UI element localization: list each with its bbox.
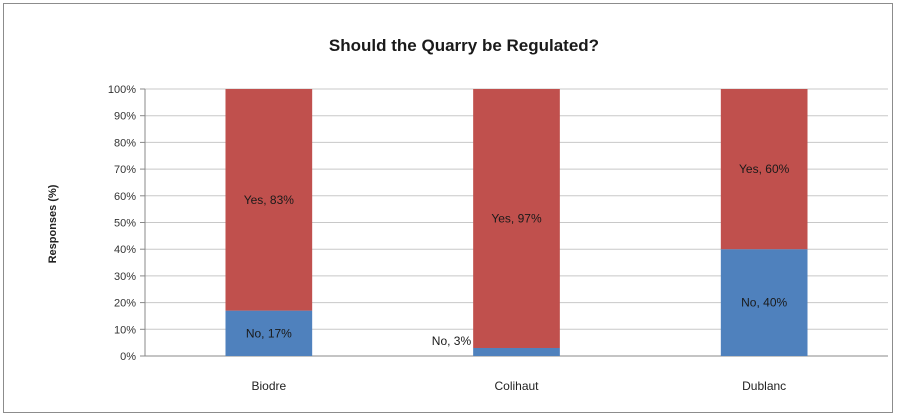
chart-frame: Should the Quarry be Regulated? 0% 10% 20%… <box>3 3 893 413</box>
y-tick-label: 60% <box>114 191 136 203</box>
y-tick-label: 10% <box>114 324 136 336</box>
data-label-yes-colihaut: Yes, 97% <box>491 211 542 225</box>
x-category-label: Biodre <box>251 379 286 393</box>
y-tick-label: 40% <box>114 244 136 256</box>
data-label-yes-dublanc: Yes, 60% <box>739 162 790 176</box>
data-label-no-colihaut: No, 3% <box>432 334 472 348</box>
y-tick-label: 70% <box>114 164 136 176</box>
y-tick-label: 30% <box>114 271 136 283</box>
data-label-no-dublanc: No, 40% <box>741 296 787 310</box>
bar-no-colihaut <box>473 347 560 356</box>
bar-yes-biodre <box>225 89 313 311</box>
y-tick-label: 0% <box>120 351 136 363</box>
bar-no-biodre <box>225 310 313 356</box>
y-tick-label: 100% <box>108 84 136 96</box>
y-axis-title: Responses (%) <box>47 184 59 263</box>
chart-title: Should the Quarry be Regulated? <box>329 36 599 55</box>
bars <box>225 89 808 356</box>
data-label-yes-biodre: Yes, 83% <box>244 193 295 207</box>
y-tick-label: 80% <box>114 137 136 149</box>
x-category-label: Dublanc <box>742 379 786 393</box>
bar-yes-dublanc <box>720 89 808 250</box>
data-labels: No, 17% Yes, 83% No, 3% Yes, 97% No, 40% Yes,… <box>244 162 790 348</box>
y-axis-ticks: 0% 10% 20% 30% 40% 50% 60% 70% 80% 90% 100% <box>108 84 136 363</box>
y-tick-label: 90% <box>114 111 136 123</box>
bar-no-dublanc <box>720 249 808 356</box>
y-tick-label: 50% <box>114 218 136 230</box>
x-category-label: Colihaut <box>494 379 539 393</box>
bar-yes-colihaut <box>473 89 560 348</box>
data-label-no-biodre: No, 17% <box>246 326 292 340</box>
x-axis-categories: Biodre Colihaut Dublanc <box>251 379 786 393</box>
y-tick-label: 20% <box>114 298 136 310</box>
stacked-bar-chart: Should the Quarry be Regulated? 0% 10% 20%… <box>47 36 888 393</box>
